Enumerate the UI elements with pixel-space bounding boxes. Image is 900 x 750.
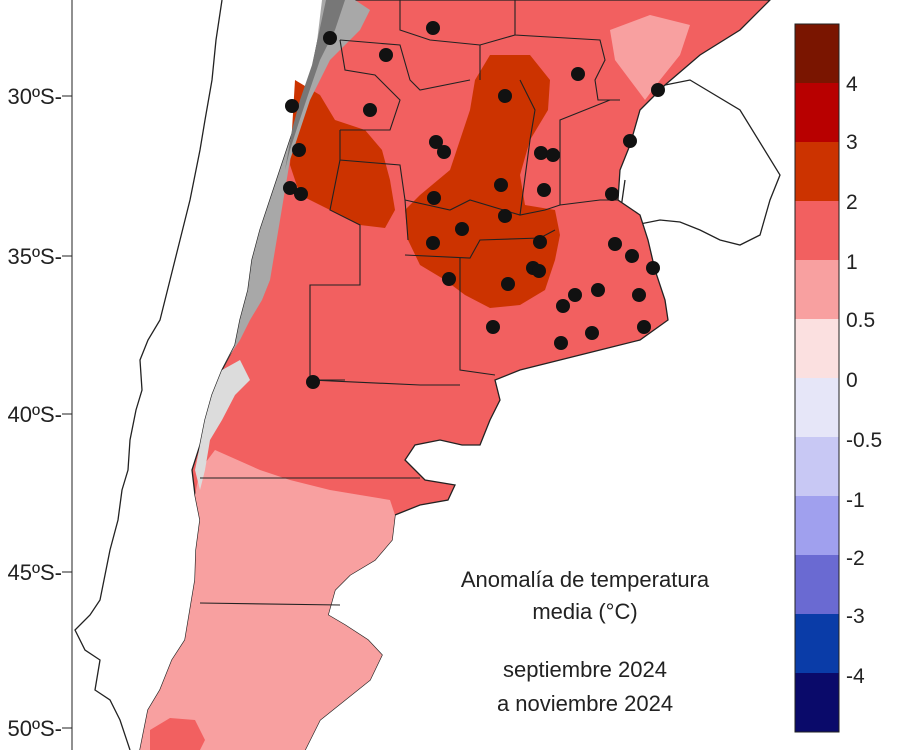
colorbar-label: -0.5 (846, 429, 883, 452)
colorbar-segment (795, 83, 839, 142)
colorbar-segment (795, 24, 839, 83)
station-dot (323, 31, 337, 45)
station-dot (429, 135, 443, 149)
map-title-line2: media (°C) (532, 599, 638, 624)
zone-anomaly-2-3-central (405, 55, 560, 308)
colorbar-label: 2 (846, 191, 858, 214)
colorbar-segment (795, 673, 839, 732)
station-dot (494, 178, 508, 192)
map-period-line2: a noviembre 2024 (496, 691, 674, 716)
station-dot (442, 272, 456, 286)
station-dot (532, 264, 546, 278)
station-dot (546, 148, 560, 162)
zone-anomaly-0-5-1-north (610, 15, 690, 100)
colorbar-segment (795, 201, 839, 260)
zone-anomaly-0-5-1-south (140, 450, 395, 750)
colorbar-segment (795, 142, 839, 201)
colorbar-label: -1 (846, 489, 865, 512)
zone-anomaly-2-3-west (290, 80, 395, 228)
station-dot (623, 134, 637, 148)
andes-relief (222, 0, 370, 370)
map-title-line1: Anomalía de temperatura (460, 567, 710, 592)
station-dot (294, 187, 308, 201)
station-dot (585, 326, 599, 340)
station-dot (455, 222, 469, 236)
station-dot (426, 21, 440, 35)
station-dot (556, 299, 570, 313)
zone-anomaly-1-2-south (150, 718, 205, 750)
lat-label-40: 40ºS- (7, 402, 62, 427)
station-dot (426, 236, 440, 250)
station-dot (632, 288, 646, 302)
colorbar-label: 4 (846, 73, 858, 96)
colorbar-segment (795, 260, 839, 319)
station-dot (501, 277, 515, 291)
station-dot (637, 320, 651, 334)
station-dot (379, 48, 393, 62)
colorbar-segment (795, 378, 839, 437)
station-dot (608, 237, 622, 251)
station-dot (486, 320, 500, 334)
colorbar-segment (795, 614, 839, 673)
map-period-line1: septiembre 2024 (503, 657, 667, 682)
colorbar-segment (795, 555, 839, 614)
colorbar-segment (795, 319, 839, 378)
station-dot (534, 146, 548, 160)
colorbar-label: 1 (846, 251, 858, 274)
colorbar-label: 0 (846, 369, 858, 392)
colorbar-frame (794, 23, 840, 733)
station-dot (363, 103, 377, 117)
station-dot (498, 89, 512, 103)
colorbar (794, 23, 840, 733)
lat-label-30: 30ºS- (7, 84, 62, 109)
lat-label-35: 35ºS- (7, 244, 62, 269)
lat-label-50: 50ºS- (7, 716, 62, 741)
colorbar-label: -2 (846, 547, 865, 570)
station-dot (568, 288, 582, 302)
station-dot (306, 375, 320, 389)
station-dot (283, 181, 297, 195)
station-dot (427, 191, 441, 205)
colorbar-segment (795, 496, 839, 555)
station-dot (651, 83, 665, 97)
colorbar-label: 0.5 (846, 309, 876, 332)
colorbar-label: 3 (846, 131, 858, 154)
weather-stations (283, 21, 665, 389)
station-dot (625, 249, 639, 263)
station-dot (537, 183, 551, 197)
station-dot (591, 283, 605, 297)
station-dot (498, 209, 512, 223)
station-dot (554, 336, 568, 350)
station-dot (437, 145, 451, 159)
station-dot (571, 67, 585, 81)
andes-relief-light (195, 360, 250, 490)
station-dot (285, 99, 299, 113)
lat-label-45: 45ºS- (7, 560, 62, 585)
station-dot (292, 143, 306, 157)
station-dot (605, 187, 619, 201)
colorbar-segment (795, 437, 839, 496)
colorbar-label: -4 (846, 665, 865, 688)
andes-relief-dark (285, 0, 345, 170)
station-dot (533, 235, 547, 249)
colorbar-label: -3 (846, 605, 865, 628)
station-dot (646, 261, 660, 275)
province-borders (199, 0, 620, 606)
